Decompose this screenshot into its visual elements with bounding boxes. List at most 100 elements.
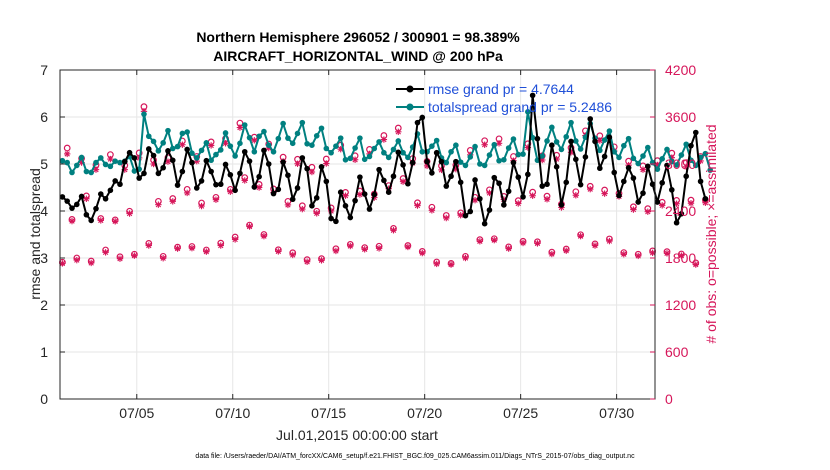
rmse-point <box>534 135 541 142</box>
obs-assimilated-marker <box>303 258 311 265</box>
obs-assimilated-marker <box>251 137 258 144</box>
rmse-point <box>102 195 109 202</box>
rmse-point <box>630 175 637 181</box>
totalspread-point <box>606 128 613 134</box>
obs-assimilated-marker <box>587 185 594 193</box>
totalspread-point <box>73 162 80 169</box>
left-y-tick-label: 2 <box>40 297 48 313</box>
rmse-point <box>453 158 459 165</box>
rmse-point <box>558 202 565 208</box>
obs-assimilated-marker <box>308 168 316 176</box>
rmse-point <box>88 217 94 224</box>
rmse-point <box>78 193 85 200</box>
x-axis-ticks: 07/05 07/10 07/15 07/20 07/25 07/30 <box>119 70 634 421</box>
left-y-tick-label: 6 <box>40 109 48 125</box>
totalspread-point <box>352 145 358 151</box>
totalspread-point <box>453 142 459 148</box>
rmse-point <box>251 184 258 190</box>
rmse-point <box>193 185 200 191</box>
obs-assimilated-marker <box>361 246 368 253</box>
rmse-point <box>64 198 70 204</box>
obs-assimilated-marker <box>428 207 436 214</box>
rmse-point <box>217 181 224 188</box>
totalspread-point <box>83 168 90 175</box>
totalspread-point <box>117 159 123 166</box>
totalspread-point <box>342 156 349 163</box>
totalspread-point <box>573 138 579 144</box>
totalspread-point <box>611 148 618 155</box>
totalspread-point <box>366 153 373 160</box>
totalspread-point <box>448 148 454 155</box>
totalspread-point <box>544 138 550 144</box>
totalspread-point <box>529 134 536 141</box>
left-y-axis-label: rmse and totalspread <box>27 168 43 300</box>
x-tick-label: 07/30 <box>599 405 634 421</box>
totalspread-point <box>405 154 411 161</box>
totalspread-point <box>208 157 214 164</box>
rmse-point <box>678 211 685 217</box>
totalspread-point <box>597 147 603 154</box>
obs-assimilated-marker <box>116 255 124 262</box>
obs-assimilated-marker <box>318 257 325 264</box>
rmse-point <box>597 165 603 172</box>
obs-assimilated-marker <box>107 155 114 163</box>
rmse-point <box>529 92 536 99</box>
totalspread-point <box>553 139 560 145</box>
totalspread-point <box>683 141 689 148</box>
obs-assimilated-marker <box>183 189 191 197</box>
rmse-point <box>136 175 142 181</box>
rmse-point <box>668 187 675 193</box>
totalspread-point <box>376 139 382 145</box>
totalspread-point <box>429 143 435 149</box>
rmse-point <box>318 164 325 170</box>
totalspread-point <box>664 146 670 153</box>
rmse-point <box>246 158 253 164</box>
obs-markers <box>58 103 709 268</box>
rmse-point <box>112 178 118 184</box>
totalspread-point <box>630 155 637 162</box>
data-file-footer: data file: /Users/raeder/DAI/ATM_forcXX/… <box>195 453 635 460</box>
obs-assimilated-marker <box>227 188 234 195</box>
totalspread-point <box>390 146 397 153</box>
totalspread-point <box>333 143 339 149</box>
rmse-point <box>376 166 382 173</box>
obs-assimilated-marker <box>299 205 306 213</box>
obs-assimilated-marker <box>59 260 66 267</box>
obs-assimilated-marker <box>395 128 402 136</box>
rmse-point <box>429 170 435 176</box>
rmse-point <box>294 185 301 191</box>
rmse-point <box>621 178 627 185</box>
rmse-point <box>357 174 363 180</box>
obs-assimilated-marker <box>534 240 541 247</box>
rmse-point <box>433 149 440 156</box>
rmse-point <box>342 203 349 209</box>
rmse-point <box>587 116 594 122</box>
series-lines <box>59 92 713 227</box>
rmse-point <box>117 181 123 188</box>
rmse-point <box>198 178 205 184</box>
totalspread-point <box>645 144 651 151</box>
totalspread-point <box>328 149 334 156</box>
totalspread-point <box>635 160 642 167</box>
totalspread-point <box>280 120 286 127</box>
totalspread-point <box>246 134 253 141</box>
rmse-point <box>333 218 339 225</box>
x-tick-label: 07/25 <box>503 405 538 421</box>
left-y-tick-label: 0 <box>40 391 48 407</box>
totalspread-point <box>501 156 507 163</box>
obs-assimilated-marker <box>351 156 359 163</box>
totalspread-point <box>189 150 195 156</box>
totalspread-point <box>145 133 152 140</box>
totalspread-point <box>237 140 243 147</box>
totalspread-point <box>515 151 522 158</box>
rmse-point <box>697 178 704 185</box>
totalspread-point <box>549 124 555 131</box>
totalspread-point <box>179 130 186 137</box>
rmse-point <box>285 172 291 179</box>
obs-assimilated-marker <box>97 217 104 224</box>
rmse-point <box>400 162 406 168</box>
totalspread-point <box>251 148 258 155</box>
obs-assimilated-marker <box>443 214 450 222</box>
obs-assimilated-marker <box>591 242 599 249</box>
rmse-point <box>692 129 699 136</box>
